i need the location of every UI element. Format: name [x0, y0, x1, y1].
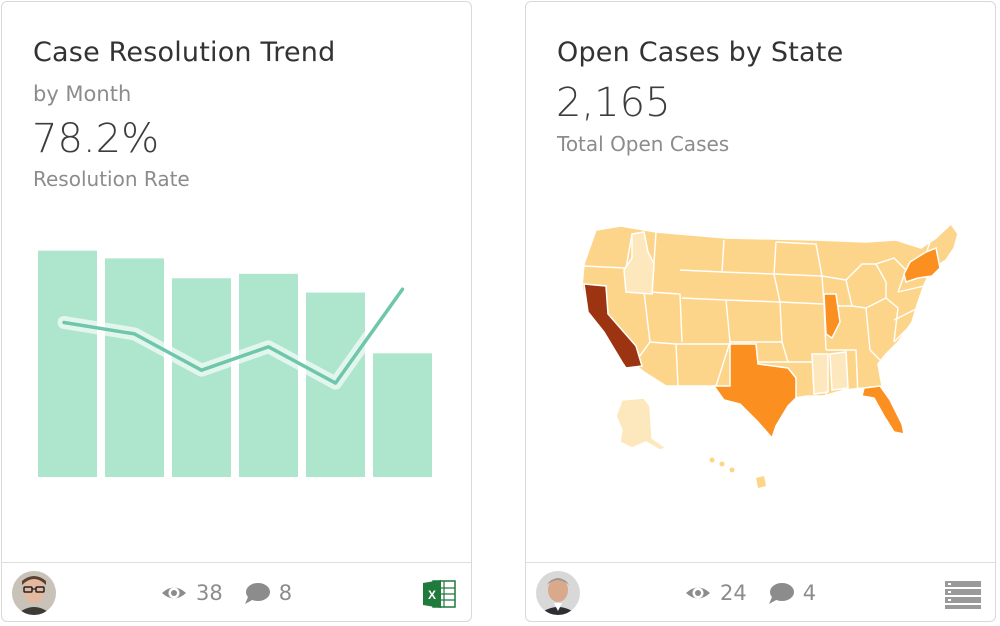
card-subtitle: by Month [33, 82, 132, 106]
comment-count: 4 [802, 581, 817, 605]
comment-icon[interactable] [243, 582, 271, 604]
map-state-mississippi[interactable] [811, 353, 829, 395]
map-state-new-york[interactable] [903, 246, 941, 283]
card-title: Case Resolution Trend [33, 37, 336, 68]
chart-bar[interactable] [239, 273, 298, 477]
svg-text:X: X [428, 588, 436, 602]
map-state-florida[interactable] [861, 385, 905, 435]
comment-count: 8 [278, 581, 293, 605]
map-state-alabama[interactable] [829, 351, 849, 391]
view-count: 24 [720, 581, 747, 605]
map-state-hawaii[interactable] [709, 457, 767, 489]
us-choropleth-map [581, 222, 959, 489]
card-footer: 24 4 [526, 562, 995, 621]
case-resolution-card[interactable]: Case Resolution Trend by Month 78.2% Res… [1, 1, 472, 622]
card-title: Open Cases by State [557, 37, 844, 68]
eye-icon[interactable] [684, 582, 712, 604]
database-icon[interactable] [945, 579, 981, 609]
chart-bar[interactable] [373, 353, 432, 477]
view-count: 38 [196, 581, 223, 605]
eye-icon[interactable] [160, 582, 188, 604]
card-stats: 38 8 [160, 581, 312, 605]
chart-bar[interactable] [105, 258, 164, 477]
resolution-rate-value: 78.2% [32, 116, 160, 162]
excel-icon[interactable]: X [421, 579, 457, 609]
resolution-rate-label: Resolution Rate [33, 167, 190, 191]
map-state-alaska[interactable] [615, 397, 668, 451]
chart-bar[interactable] [172, 278, 231, 477]
card-footer: 38 8 X [2, 562, 471, 621]
resolution-trend-chart [38, 250, 432, 477]
avatar[interactable] [12, 571, 56, 615]
map-state-illinois[interactable] [823, 293, 841, 340]
card-stats: 24 4 [684, 581, 836, 605]
open-cases-label: Total Open Cases [557, 132, 730, 156]
avatar[interactable] [536, 571, 580, 615]
open-cases-value: 2,165 [556, 80, 671, 126]
comment-icon[interactable] [767, 582, 795, 604]
open-cases-card[interactable]: Open Cases by State 2,165 Total Open Cas… [525, 1, 996, 622]
map-state-idaho[interactable] [623, 231, 655, 295]
chart-bar[interactable] [38, 250, 97, 477]
trend-line[interactable] [62, 287, 405, 385]
map-state-texas[interactable] [712, 343, 797, 440]
map-state-california[interactable] [583, 283, 643, 369]
